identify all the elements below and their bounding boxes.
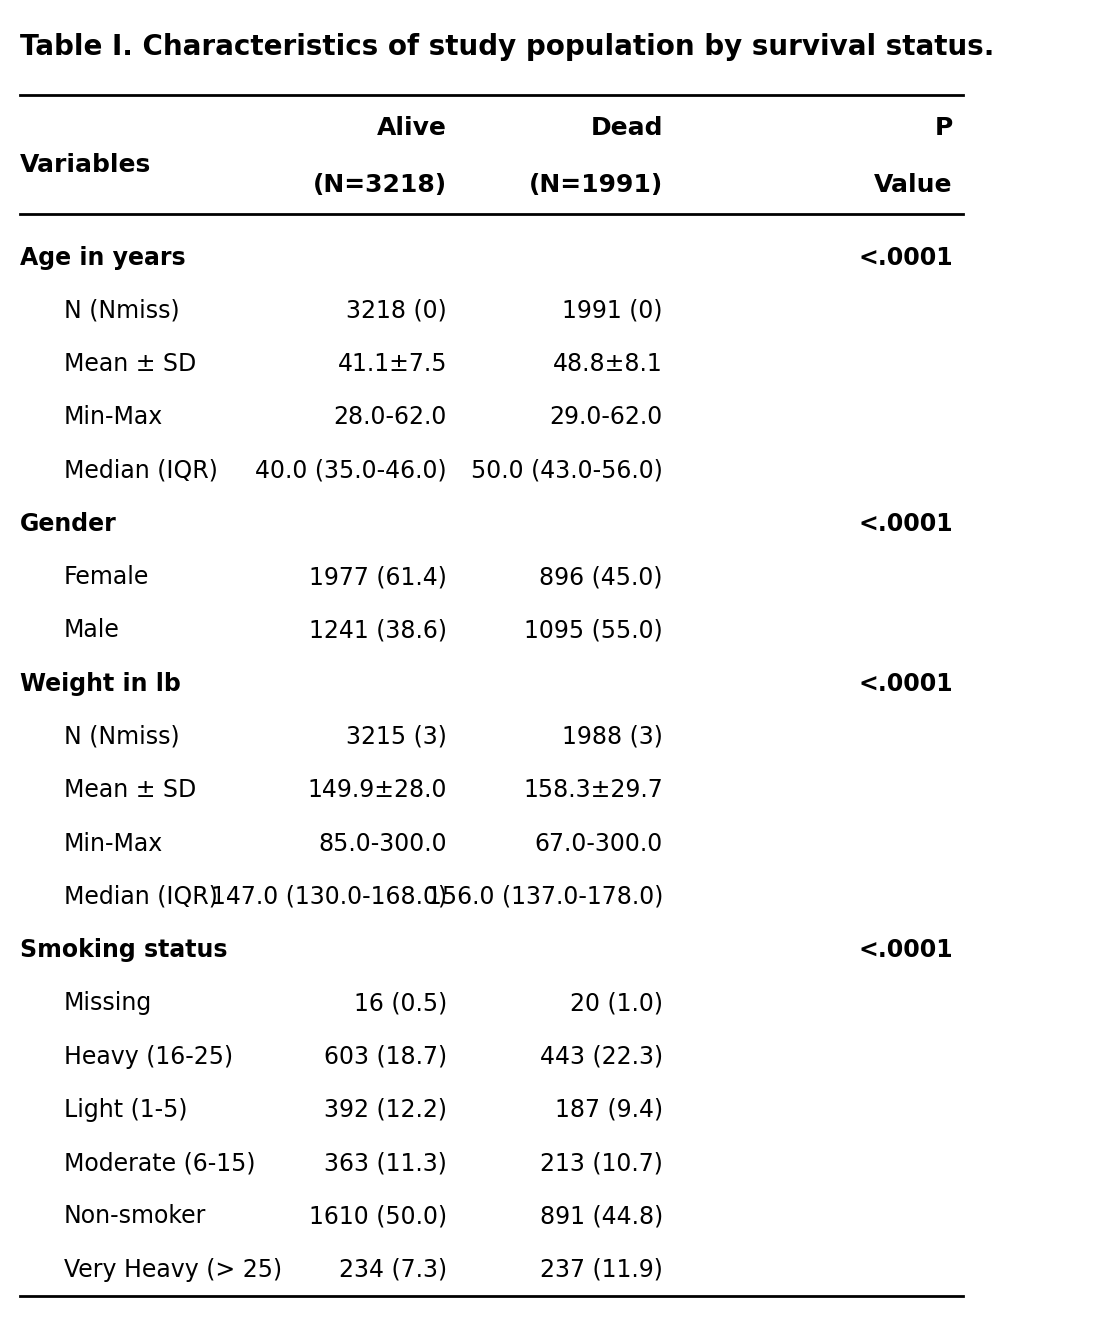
Text: 187 (9.4): 187 (9.4) bbox=[555, 1098, 663, 1122]
Text: N (Nmiss): N (Nmiss) bbox=[63, 725, 179, 748]
Text: Variables: Variables bbox=[20, 153, 151, 177]
Text: 149.9±28.0: 149.9±28.0 bbox=[307, 779, 447, 803]
Text: 147.0 (130.0-168.0): 147.0 (130.0-168.0) bbox=[211, 884, 447, 908]
Text: Mean ± SD: Mean ± SD bbox=[63, 352, 196, 376]
Text: P: P bbox=[934, 116, 953, 140]
Text: 20 (1.0): 20 (1.0) bbox=[570, 991, 663, 1015]
Text: 1991 (0): 1991 (0) bbox=[563, 298, 663, 323]
Text: 1241 (38.6): 1241 (38.6) bbox=[309, 619, 447, 643]
Text: 1988 (3): 1988 (3) bbox=[562, 725, 663, 748]
Text: Min-Max: Min-Max bbox=[63, 832, 163, 855]
Text: Min-Max: Min-Max bbox=[63, 405, 163, 429]
Text: Light (1-5): Light (1-5) bbox=[63, 1098, 187, 1122]
Text: 237 (11.9): 237 (11.9) bbox=[540, 1258, 663, 1282]
Text: 1610 (50.0): 1610 (50.0) bbox=[309, 1204, 447, 1229]
Text: 443 (22.3): 443 (22.3) bbox=[539, 1044, 663, 1069]
Text: Alive: Alive bbox=[377, 116, 447, 140]
Text: 363 (11.3): 363 (11.3) bbox=[324, 1151, 447, 1175]
Text: 28.0-62.0: 28.0-62.0 bbox=[334, 405, 447, 429]
Text: 158.3±29.7: 158.3±29.7 bbox=[524, 779, 663, 803]
Text: 392 (12.2): 392 (12.2) bbox=[324, 1098, 447, 1122]
Text: (N=3218): (N=3218) bbox=[312, 173, 447, 197]
Text: N (Nmiss): N (Nmiss) bbox=[63, 298, 179, 323]
Text: 41.1±7.5: 41.1±7.5 bbox=[337, 352, 447, 376]
Text: Dead: Dead bbox=[590, 116, 663, 140]
Text: 50.0 (43.0-56.0): 50.0 (43.0-56.0) bbox=[471, 458, 663, 483]
Text: Value: Value bbox=[874, 173, 953, 197]
Text: Heavy (16-25): Heavy (16-25) bbox=[63, 1044, 234, 1069]
Text: 213 (10.7): 213 (10.7) bbox=[540, 1151, 663, 1175]
Text: 896 (45.0): 896 (45.0) bbox=[539, 565, 663, 589]
Text: Non-smoker: Non-smoker bbox=[63, 1204, 206, 1229]
Text: Median (IQR): Median (IQR) bbox=[63, 458, 218, 483]
Text: 156.0 (137.0-178.0): 156.0 (137.0-178.0) bbox=[427, 884, 663, 908]
Text: 48.8±8.1: 48.8±8.1 bbox=[554, 352, 663, 376]
Text: Weight in lb: Weight in lb bbox=[20, 672, 180, 696]
Text: 603 (18.7): 603 (18.7) bbox=[324, 1044, 447, 1069]
Text: <.0001: <.0001 bbox=[858, 672, 953, 696]
Text: Age in years: Age in years bbox=[20, 246, 186, 269]
Text: <.0001: <.0001 bbox=[858, 246, 953, 269]
Text: 67.0-300.0: 67.0-300.0 bbox=[535, 832, 663, 855]
Text: Median (IQR): Median (IQR) bbox=[63, 884, 218, 908]
Text: Table I. Characteristics of study population by survival status.: Table I. Characteristics of study popula… bbox=[20, 33, 994, 61]
Text: 16 (0.5): 16 (0.5) bbox=[354, 991, 447, 1015]
Text: <.0001: <.0001 bbox=[858, 939, 953, 962]
Text: Very Heavy (> 25): Very Heavy (> 25) bbox=[63, 1258, 282, 1282]
Text: Mean ± SD: Mean ± SD bbox=[63, 779, 196, 803]
Text: 234 (7.3): 234 (7.3) bbox=[339, 1258, 447, 1282]
Text: Gender: Gender bbox=[20, 512, 117, 536]
Text: 29.0-62.0: 29.0-62.0 bbox=[549, 405, 663, 429]
Text: 3218 (0): 3218 (0) bbox=[346, 298, 447, 323]
Text: Female: Female bbox=[63, 565, 149, 589]
Text: 1977 (61.4): 1977 (61.4) bbox=[309, 565, 447, 589]
Text: (N=1991): (N=1991) bbox=[528, 173, 663, 197]
Text: 85.0-300.0: 85.0-300.0 bbox=[318, 832, 447, 855]
Text: <.0001: <.0001 bbox=[858, 512, 953, 536]
Text: Male: Male bbox=[63, 619, 120, 643]
Text: 3215 (3): 3215 (3) bbox=[346, 725, 447, 748]
Text: 40.0 (35.0-46.0): 40.0 (35.0-46.0) bbox=[256, 458, 447, 483]
Text: Missing: Missing bbox=[63, 991, 152, 1015]
Text: Smoking status: Smoking status bbox=[20, 939, 227, 962]
Text: Moderate (6-15): Moderate (6-15) bbox=[63, 1151, 256, 1175]
Text: 1095 (55.0): 1095 (55.0) bbox=[524, 619, 663, 643]
Text: 891 (44.8): 891 (44.8) bbox=[539, 1204, 663, 1229]
